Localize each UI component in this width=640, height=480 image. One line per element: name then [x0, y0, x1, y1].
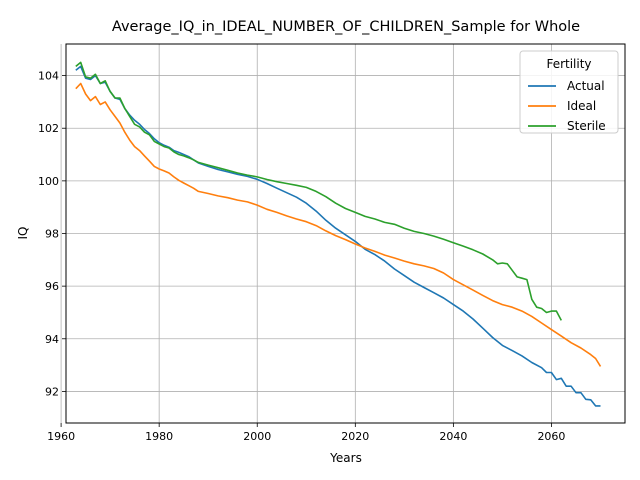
y-tick-label: 98	[45, 228, 59, 241]
x-axis-label: Years	[329, 451, 362, 465]
chart-title: Average_IQ_in_IDEAL_NUMBER_OF_CHILDREN_S…	[112, 19, 580, 35]
y-tick-label: 100	[38, 175, 59, 188]
legend-label-ideal: Ideal	[567, 99, 596, 113]
series-line-actual	[75, 65, 601, 407]
x-tick-label: 1960	[47, 430, 75, 443]
series-line-sterile	[75, 61, 563, 321]
legend-items: Actual Ideal Sterile	[528, 79, 606, 133]
axis-ticks: 1960 1980 2000 2020 2040 2060 92 94 96 98 100 102 10…	[38, 70, 565, 443]
y-axis-label: IQ	[16, 227, 30, 240]
y-tick-label: 92	[45, 385, 59, 398]
legend: Fertility Actual Ideal Sterile	[519, 50, 619, 134]
legend-box	[519, 50, 619, 134]
y-tick-label: 94	[45, 333, 59, 346]
y-tick-label: 104	[38, 70, 59, 83]
y-tick-label: 96	[45, 280, 59, 293]
legend-label-sterile: Sterile	[567, 119, 606, 133]
x-tick-label: 2060	[537, 430, 565, 443]
legend-label-actual: Actual	[567, 79, 605, 93]
y-tick-label: 102	[38, 122, 59, 135]
series-lines	[75, 61, 602, 407]
series-line-ideal	[75, 82, 602, 367]
legend-title: Fertility	[546, 57, 591, 71]
x-tick-label: 1980	[145, 430, 173, 443]
x-tick-label: 2040	[439, 430, 467, 443]
x-tick-label: 2000	[243, 430, 271, 443]
x-tick-label: 2020	[341, 430, 369, 443]
